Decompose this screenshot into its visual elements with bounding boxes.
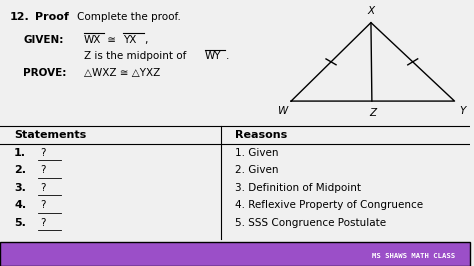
Text: Complete the proof.: Complete the proof. <box>77 12 182 22</box>
Text: YX: YX <box>123 35 137 45</box>
Text: 5.: 5. <box>14 218 26 228</box>
Text: Y: Y <box>460 106 466 117</box>
Text: Z is the midpoint of: Z is the midpoint of <box>83 51 186 61</box>
Text: ?: ? <box>40 218 46 228</box>
Text: ?: ? <box>40 165 46 175</box>
Text: ?: ? <box>40 148 46 158</box>
Text: Z: Z <box>370 108 377 118</box>
Text: WY: WY <box>205 51 221 61</box>
Text: PROVE:: PROVE: <box>24 68 67 78</box>
Text: ≅: ≅ <box>104 35 119 45</box>
Text: MS SHAWS MATH CLASS: MS SHAWS MATH CLASS <box>373 253 456 259</box>
Text: 1.: 1. <box>14 148 26 158</box>
Text: 4. Reflexive Property of Congruence: 4. Reflexive Property of Congruence <box>235 200 423 210</box>
Text: Reasons: Reasons <box>235 130 287 140</box>
Text: ?: ? <box>40 200 46 210</box>
FancyBboxPatch shape <box>0 242 470 266</box>
Text: W: W <box>278 106 288 117</box>
Text: 3. Definition of Midpoint: 3. Definition of Midpoint <box>235 182 361 193</box>
Text: ?: ? <box>40 182 46 193</box>
Text: 12.: 12. <box>9 12 29 22</box>
Text: Statements: Statements <box>14 130 86 140</box>
Text: 3.: 3. <box>14 182 26 193</box>
Text: 1. Given: 1. Given <box>235 148 278 158</box>
Text: GIVEN:: GIVEN: <box>24 35 64 45</box>
Text: .: . <box>225 51 229 61</box>
Text: 4.: 4. <box>14 200 26 210</box>
Text: 2.: 2. <box>14 165 26 175</box>
Text: △WXZ ≅ △YXZ: △WXZ ≅ △YXZ <box>83 68 160 78</box>
Text: ,: , <box>144 35 147 45</box>
Text: WX: WX <box>83 35 101 45</box>
Text: Proof: Proof <box>35 12 69 22</box>
Text: 2. Given: 2. Given <box>235 165 278 175</box>
Text: 5. SSS Congruence Postulate: 5. SSS Congruence Postulate <box>235 218 386 228</box>
Text: X: X <box>367 6 374 16</box>
